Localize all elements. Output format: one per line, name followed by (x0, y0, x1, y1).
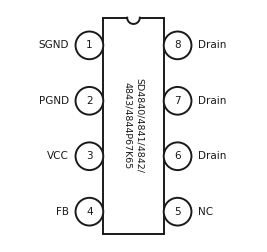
Text: FB: FB (56, 207, 69, 217)
Text: 7: 7 (174, 96, 181, 106)
Text: 5: 5 (174, 207, 181, 217)
Text: 2: 2 (86, 96, 93, 106)
Circle shape (164, 198, 191, 226)
Text: Drain: Drain (198, 151, 226, 161)
Text: 6: 6 (174, 151, 181, 161)
Text: Drain: Drain (198, 40, 226, 50)
Circle shape (164, 142, 191, 170)
Text: 8: 8 (174, 40, 181, 50)
Circle shape (76, 32, 103, 59)
Circle shape (76, 142, 103, 170)
Text: SD4840/4841/4842/
4843/4844P67K65: SD4840/4841/4842/ 4843/4844P67K65 (123, 79, 144, 173)
Text: NC: NC (198, 207, 213, 217)
Text: Drain: Drain (198, 96, 226, 106)
Text: SGND: SGND (39, 40, 69, 50)
Circle shape (164, 32, 191, 59)
Circle shape (76, 87, 103, 115)
Text: 1: 1 (86, 40, 93, 50)
Text: 4: 4 (86, 207, 93, 217)
Circle shape (76, 198, 103, 226)
Bar (103, 18, 164, 234)
Text: 3: 3 (86, 151, 93, 161)
Text: PGND: PGND (39, 96, 69, 106)
Circle shape (164, 87, 191, 115)
Text: VCC: VCC (47, 151, 69, 161)
